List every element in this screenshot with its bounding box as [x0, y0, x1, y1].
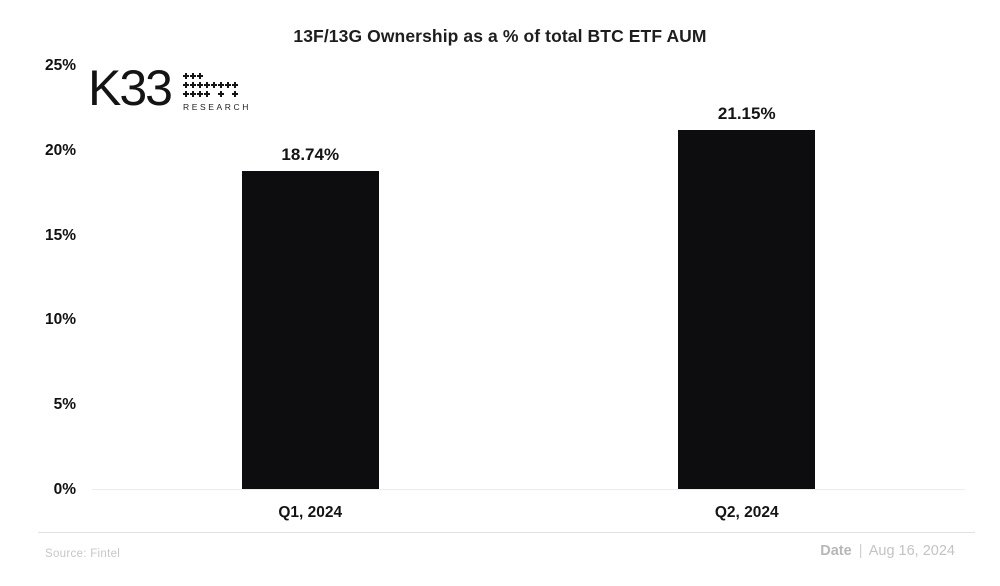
k33-logo-text: K33 — [88, 60, 173, 116]
k33-dots-grid — [183, 72, 251, 99]
plus-dot-icon — [197, 72, 204, 81]
x-axis-tick-label: Q1, 2024 — [278, 504, 343, 521]
source-note: Source: Fintel — [45, 548, 120, 560]
plus-dot-icon — [232, 90, 239, 99]
y-axis-tick-label: 25% — [44, 57, 76, 74]
source-label: Source: — [45, 548, 87, 560]
plus-dot-icon — [183, 90, 190, 99]
plus-dot-icon — [232, 81, 239, 90]
source-value: Fintel — [90, 548, 121, 560]
chart-title: 13F/13G Ownership as a % of total BTC ET… — [293, 26, 707, 46]
k33-logo-subtext: RESEARCH — [182, 102, 252, 112]
y-axis-tick-label: 10% — [44, 311, 76, 329]
bar — [241, 171, 379, 489]
k33-research-logo: K33 RESEARCH — [88, 60, 251, 116]
plus-dot-icon — [211, 81, 218, 90]
y-axis-tick-label: 5% — [53, 396, 76, 414]
date-label: Date — [820, 543, 852, 559]
bar-value-label: 18.74% — [281, 145, 340, 165]
date-value: Aug 16, 2024 — [868, 543, 955, 559]
y-axis-tick-label: 15% — [44, 226, 76, 244]
date-separator: | — [858, 543, 863, 559]
x-axis-tick-label: Q2, 2024 — [714, 504, 779, 521]
plus-dot-icon — [218, 81, 225, 90]
y-axis-tick-label: 20% — [44, 141, 76, 159]
footer-separator — [38, 532, 975, 533]
plus-dot-icon — [183, 81, 190, 90]
plot-area: 18.74% Q1, 2024 21.15% Q2, 2024 — [92, 66, 965, 521]
plus-dot-icon — [197, 90, 204, 99]
plus-dot-icon — [204, 81, 211, 90]
bar — [678, 130, 816, 489]
y-axis-tick-label: 0% — [53, 481, 76, 498]
date-note: Date | Aug 16, 2024 — [820, 543, 955, 559]
plus-dot-icon — [204, 90, 211, 99]
bar-value-label: 21.15% — [717, 104, 776, 124]
plus-dot-icon — [190, 72, 197, 81]
plus-dot-icon — [190, 81, 197, 90]
plus-dot-icon — [225, 81, 232, 90]
k33-dots-icon: RESEARCH — [183, 72, 251, 112]
plus-dot-icon — [183, 72, 190, 81]
plus-dot-icon — [218, 90, 225, 99]
plus-dot-icon — [197, 81, 204, 90]
plus-dot-icon — [190, 90, 197, 99]
y-axis: 0% 5% 10% 15% 20% 25% — [0, 57, 76, 498]
